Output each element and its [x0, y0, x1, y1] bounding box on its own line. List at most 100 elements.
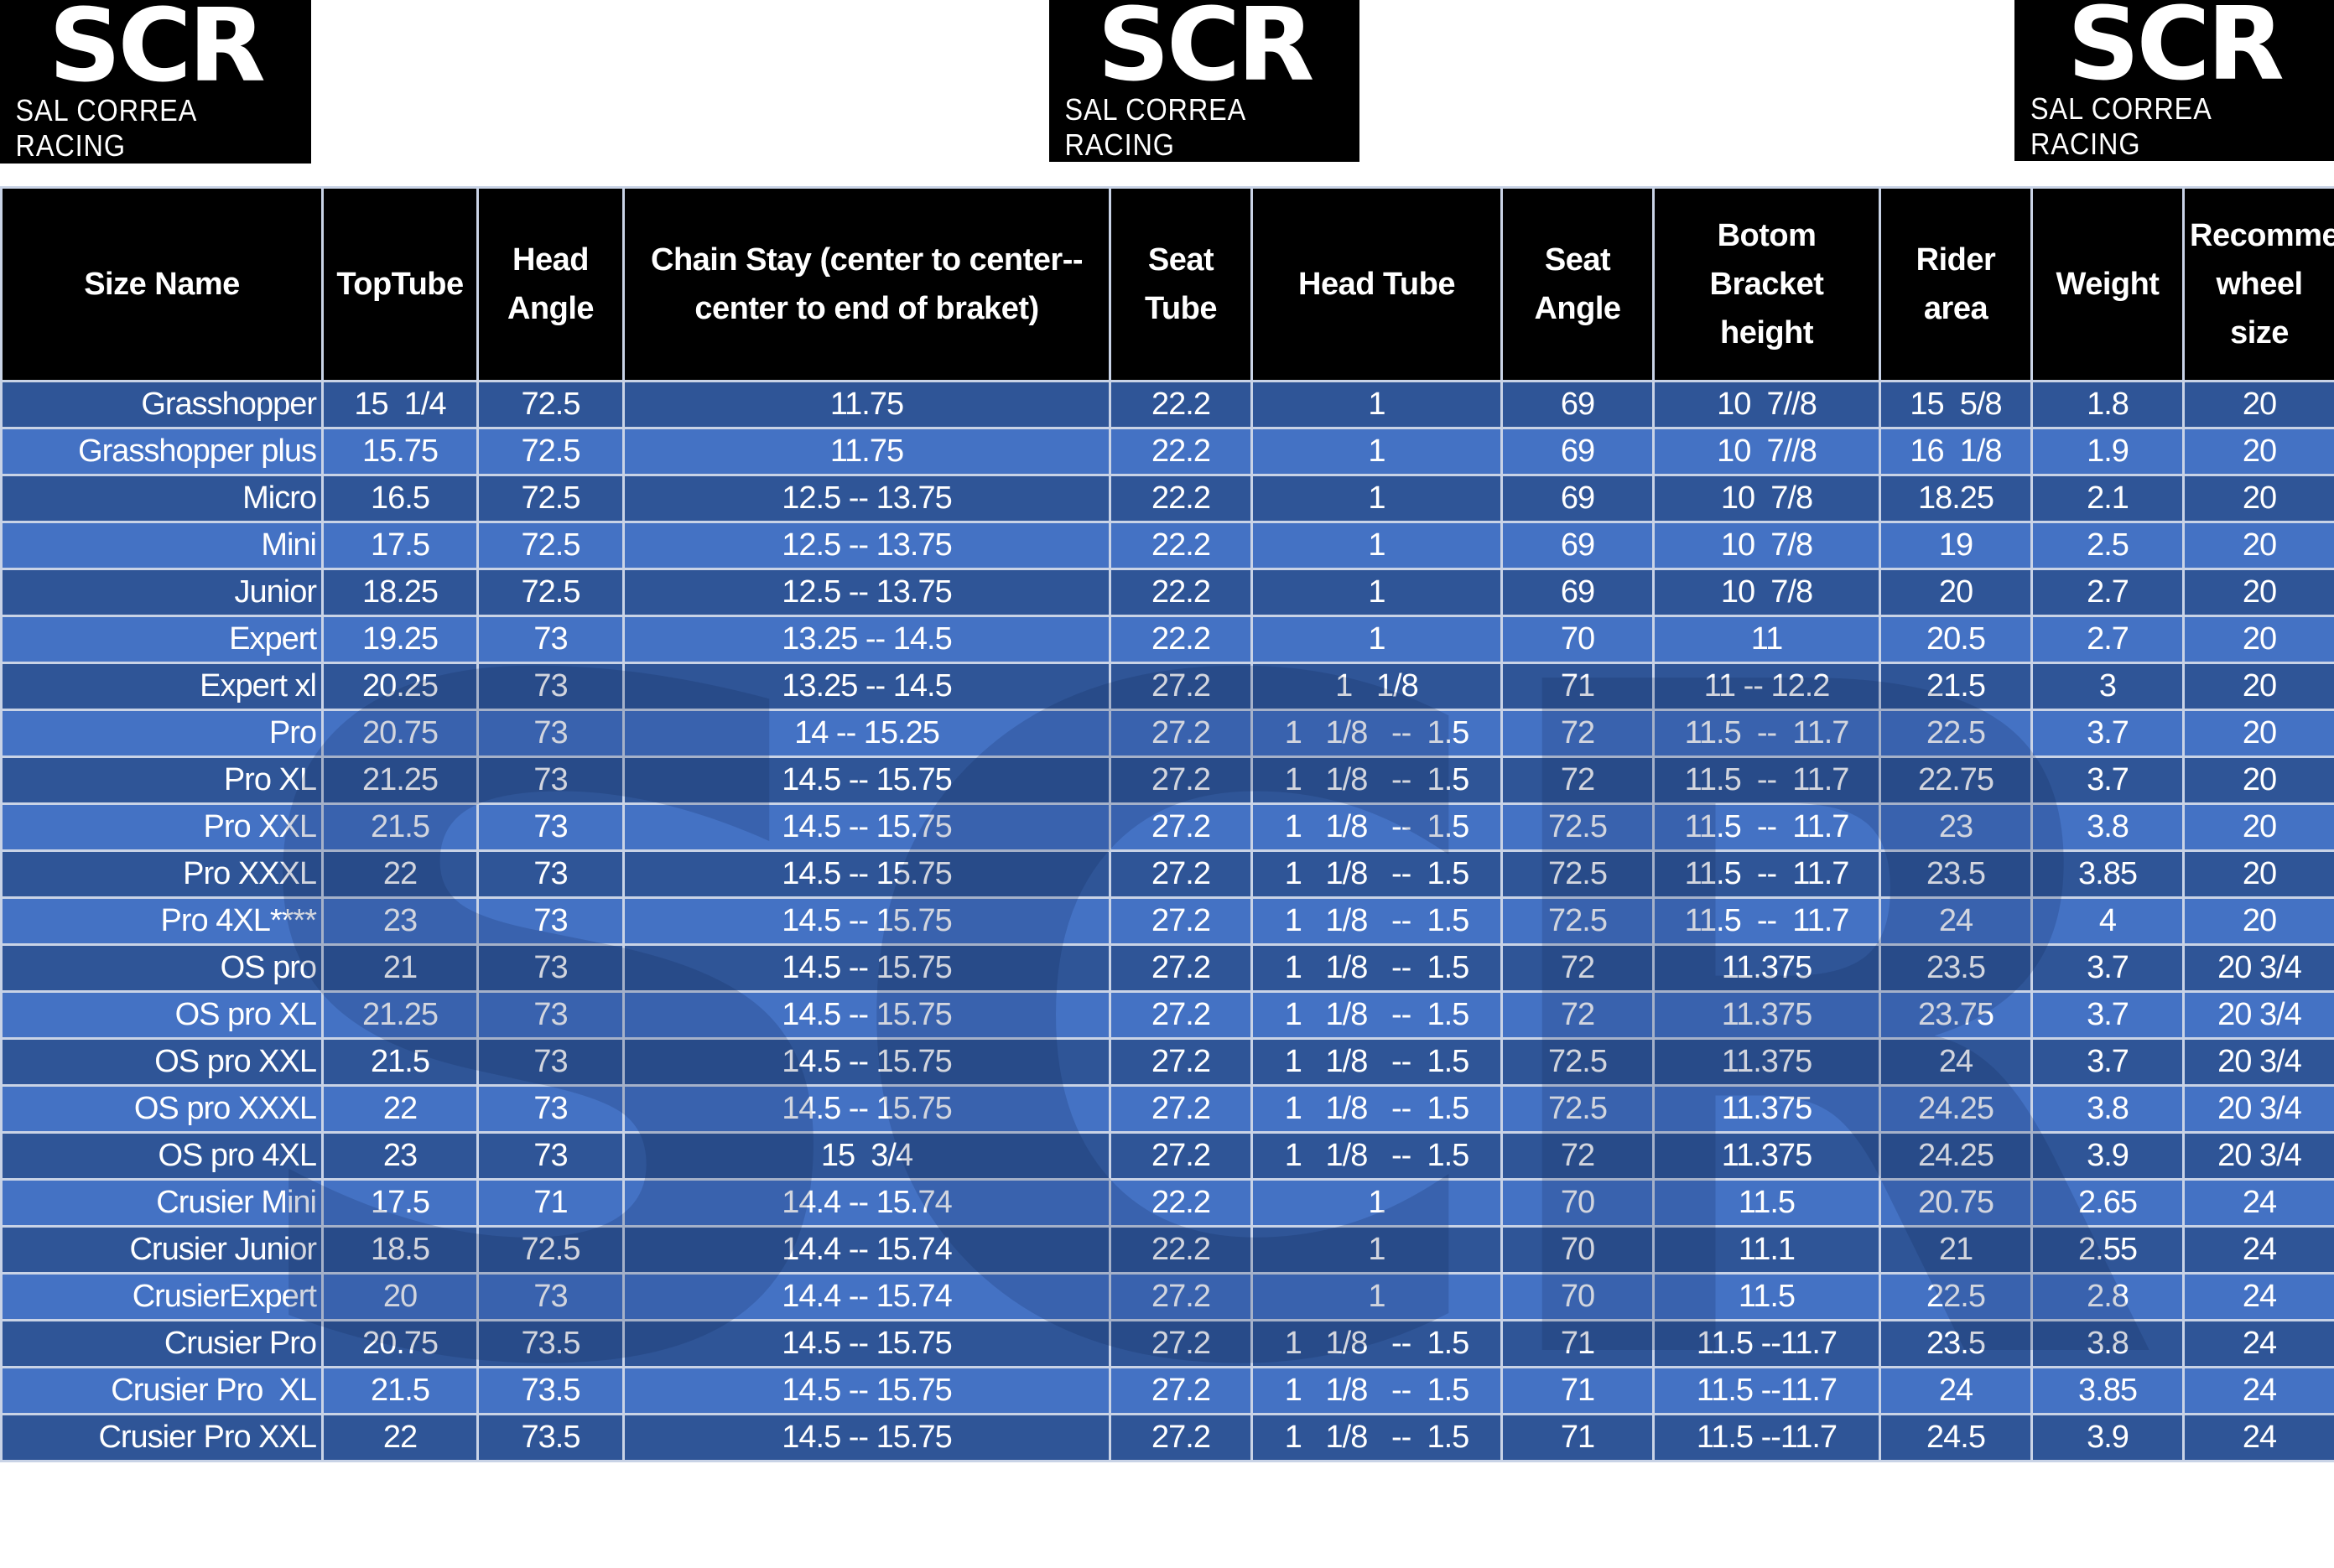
cell-rider-area: 20.5: [1880, 616, 2032, 663]
cell-chain-stay: 14.5 -- 15.75: [624, 804, 1110, 851]
cell-seat-tube: 27.2: [1110, 757, 1252, 804]
cell-chain-stay: 12.5 -- 13.75: [624, 569, 1110, 616]
cell-bottom-bracket-height: 11.5 --11.7: [1654, 1368, 1880, 1415]
cell-seat-angle: 72.5: [1502, 1039, 1654, 1086]
cell-seat-tube: 27.2: [1110, 1368, 1252, 1415]
cell-rider-area: 23.5: [1880, 851, 2032, 898]
cell-rider-area: 20.75: [1880, 1180, 2032, 1227]
cell-rider-area: 24.5: [1880, 1415, 2032, 1462]
cell-wheel-size: 20: [2184, 428, 2334, 475]
cell-top-tube: 21.5: [323, 1039, 478, 1086]
cell-top-tube: 15 1/4: [323, 382, 478, 428]
cell-head-angle: 73: [478, 804, 624, 851]
cell-seat-tube: 27.2: [1110, 804, 1252, 851]
cell-wheel-size: 20: [2184, 663, 2334, 710]
cell-chain-stay: 14.5 -- 15.75: [624, 1368, 1110, 1415]
cell-bottom-bracket-height: 11.5 -- 11.7: [1654, 757, 1880, 804]
cell-seat-angle: 71: [1502, 1368, 1654, 1415]
cell-rider-area: 22.75: [1880, 757, 2032, 804]
cell-weight: 2.7: [2032, 616, 2184, 663]
cell-size-name: Crusier Pro XXL: [2, 1415, 323, 1462]
column-header-weight: Weight: [2032, 188, 2184, 382]
cell-size-name: OS pro 4XL: [2, 1133, 323, 1180]
cell-seat-tube: 27.2: [1110, 945, 1252, 992]
cell-head-angle: 73.5: [478, 1321, 624, 1368]
cell-weight: 1.9: [2032, 428, 2184, 475]
cell-wheel-size: 20 3/4: [2184, 1086, 2334, 1133]
cell-wheel-size: 24: [2184, 1274, 2334, 1321]
column-header-size-name: Size Name: [2, 188, 323, 382]
cell-wheel-size: 20: [2184, 522, 2334, 569]
cell-rider-area: 24.25: [1880, 1086, 2032, 1133]
cell-head-angle: 72.5: [478, 382, 624, 428]
cell-top-tube: 21: [323, 945, 478, 992]
cell-weight: 3.7: [2032, 757, 2184, 804]
cell-top-tube: 22: [323, 1086, 478, 1133]
cell-chain-stay: 12.5 -- 13.75: [624, 475, 1110, 522]
cell-seat-tube: 22.2: [1110, 522, 1252, 569]
cell-size-name: OS pro XXL: [2, 1039, 323, 1086]
cell-top-tube: 21.5: [323, 804, 478, 851]
cell-weight: 4: [2032, 898, 2184, 945]
cell-rider-area: 18.25: [1880, 475, 2032, 522]
cell-chain-stay: 13.25 -- 14.5: [624, 616, 1110, 663]
cell-seat-angle: 71: [1502, 1415, 1654, 1462]
cell-weight: 3: [2032, 663, 2184, 710]
cell-rider-area: 23.75: [1880, 992, 2032, 1039]
cell-seat-angle: 70: [1502, 616, 1654, 663]
cell-head-tube: 1: [1252, 522, 1502, 569]
cell-wheel-size: 20 3/4: [2184, 1039, 2334, 1086]
cell-head-angle: 73: [478, 616, 624, 663]
cell-size-name: Crusier Mini: [2, 1180, 323, 1227]
cell-head-tube: 1 1/8 -- 1.5: [1252, 1133, 1502, 1180]
cell-wheel-size: 20: [2184, 569, 2334, 616]
cell-weight: 3.8: [2032, 804, 2184, 851]
cell-wheel-size: 20: [2184, 804, 2334, 851]
cell-rider-area: 20: [1880, 569, 2032, 616]
cell-head-tube: 1 1/8 -- 1.5: [1252, 945, 1502, 992]
cell-head-angle: 73: [478, 757, 624, 804]
cell-seat-tube: 27.2: [1110, 1274, 1252, 1321]
cell-weight: 3.9: [2032, 1415, 2184, 1462]
cell-weight: 3.85: [2032, 851, 2184, 898]
cell-size-name: Pro 4XL****: [2, 898, 323, 945]
cell-seat-angle: 71: [1502, 1321, 1654, 1368]
cell-wheel-size: 24: [2184, 1321, 2334, 1368]
cell-top-tube: 21.5: [323, 1368, 478, 1415]
cell-wheel-size: 24: [2184, 1415, 2334, 1462]
cell-chain-stay: 12.5 -- 13.75: [624, 522, 1110, 569]
cell-bottom-bracket-height: 10 7/8: [1654, 522, 1880, 569]
cell-wheel-size: 20: [2184, 710, 2334, 757]
logo-mark: SCR: [2067, 0, 2281, 91]
cell-bottom-bracket-height: 10 7//8: [1654, 382, 1880, 428]
logo-text: SAL CORREA RACING: [1065, 92, 1344, 163]
cell-seat-angle: 72: [1502, 757, 1654, 804]
cell-seat-tube: 27.2: [1110, 1133, 1252, 1180]
cell-weight: 2.55: [2032, 1227, 2184, 1274]
cell-head-angle: 72.5: [478, 1227, 624, 1274]
cell-wheel-size: 20: [2184, 898, 2334, 945]
cell-size-name: Pro XXL: [2, 804, 323, 851]
cell-head-tube: 1: [1252, 428, 1502, 475]
cell-wheel-size: 20: [2184, 475, 2334, 522]
cell-seat-angle: 69: [1502, 382, 1654, 428]
cell-seat-angle: 72.5: [1502, 804, 1654, 851]
cell-rider-area: 22.5: [1880, 710, 2032, 757]
cell-seat-tube: 27.2: [1110, 1039, 1252, 1086]
column-header-head-tube: Head Tube: [1252, 188, 1502, 382]
column-header-bottom-bracket-height: Botom Bracket height: [1654, 188, 1880, 382]
cell-top-tube: 17.5: [323, 1180, 478, 1227]
cell-top-tube: 15.75: [323, 428, 478, 475]
cell-head-angle: 73: [478, 1274, 624, 1321]
column-header-rider-area: Rider area: [1880, 188, 2032, 382]
cell-head-angle: 73: [478, 1133, 624, 1180]
cell-bottom-bracket-height: 10 7/8: [1654, 569, 1880, 616]
cell-head-angle: 71: [478, 1180, 624, 1227]
